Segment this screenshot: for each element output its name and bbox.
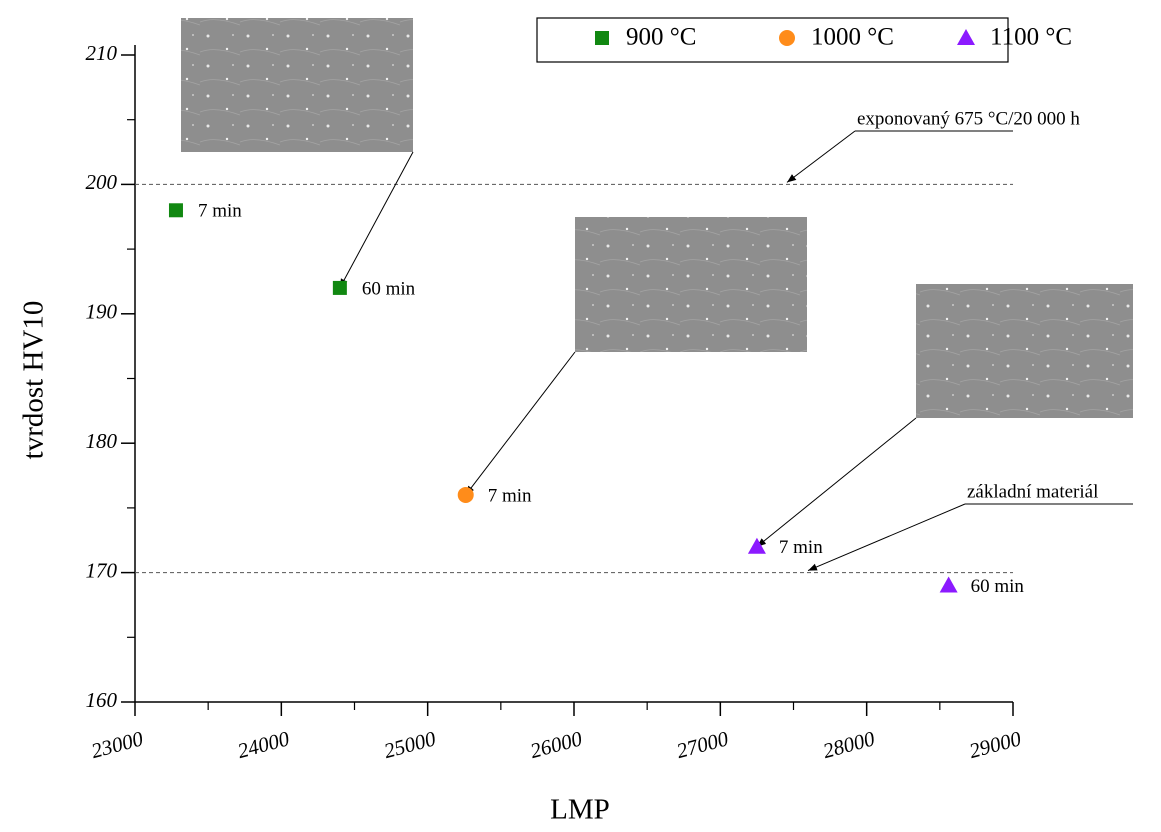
legend-label: 1000 °C [811, 24, 894, 51]
micrograph-arrow [465, 351, 576, 496]
point-label: 7 min [488, 485, 532, 506]
y-tick-label: 170 [86, 558, 118, 582]
x-axis-label: LMP [550, 794, 610, 826]
point-label: 60 min [362, 278, 416, 299]
micrograph-arrow [756, 417, 917, 548]
marker [168, 203, 183, 218]
marker [332, 280, 347, 295]
legend-marker [595, 31, 609, 45]
legend [536, 17, 1009, 63]
micrograph [916, 284, 1133, 418]
micrograph [181, 18, 413, 152]
reference-label: exponovaný 675 °C/20 000 h [857, 108, 1080, 129]
y-tick-label: 200 [86, 170, 118, 194]
y-tick-label: 210 [86, 41, 118, 65]
marker [747, 537, 766, 554]
legend-marker [957, 29, 975, 45]
micrograph-arrow [339, 151, 414, 289]
reference-label: základní materiál [967, 481, 1098, 502]
x-tick-label: 29000 [967, 726, 1024, 763]
x-tick-label: 24000 [235, 726, 292, 763]
callout-arrow [786, 130, 856, 183]
x-tick-label: 26000 [528, 726, 585, 763]
y-axis-label: tvrdost HV10 [18, 301, 50, 460]
x-tick-label: 27000 [674, 726, 731, 763]
x-tick-label: 28000 [820, 726, 877, 763]
y-tick-label: 160 [86, 688, 118, 712]
x-tick-label: 25000 [381, 726, 438, 763]
legend-marker [779, 30, 795, 46]
y-tick-label: 180 [86, 429, 118, 453]
marker [457, 486, 474, 503]
x-tick-label: 23000 [89, 726, 146, 763]
micrograph [575, 217, 807, 352]
legend-label: 900 °C [626, 24, 696, 51]
point-label: 7 min [779, 537, 823, 558]
legend-label: 1100 °C [990, 24, 1072, 51]
point-label: 7 min [198, 201, 242, 222]
point-label: 60 min [971, 576, 1025, 597]
marker [939, 576, 958, 593]
callout-arrow [807, 503, 966, 572]
y-tick-label: 190 [86, 300, 118, 324]
